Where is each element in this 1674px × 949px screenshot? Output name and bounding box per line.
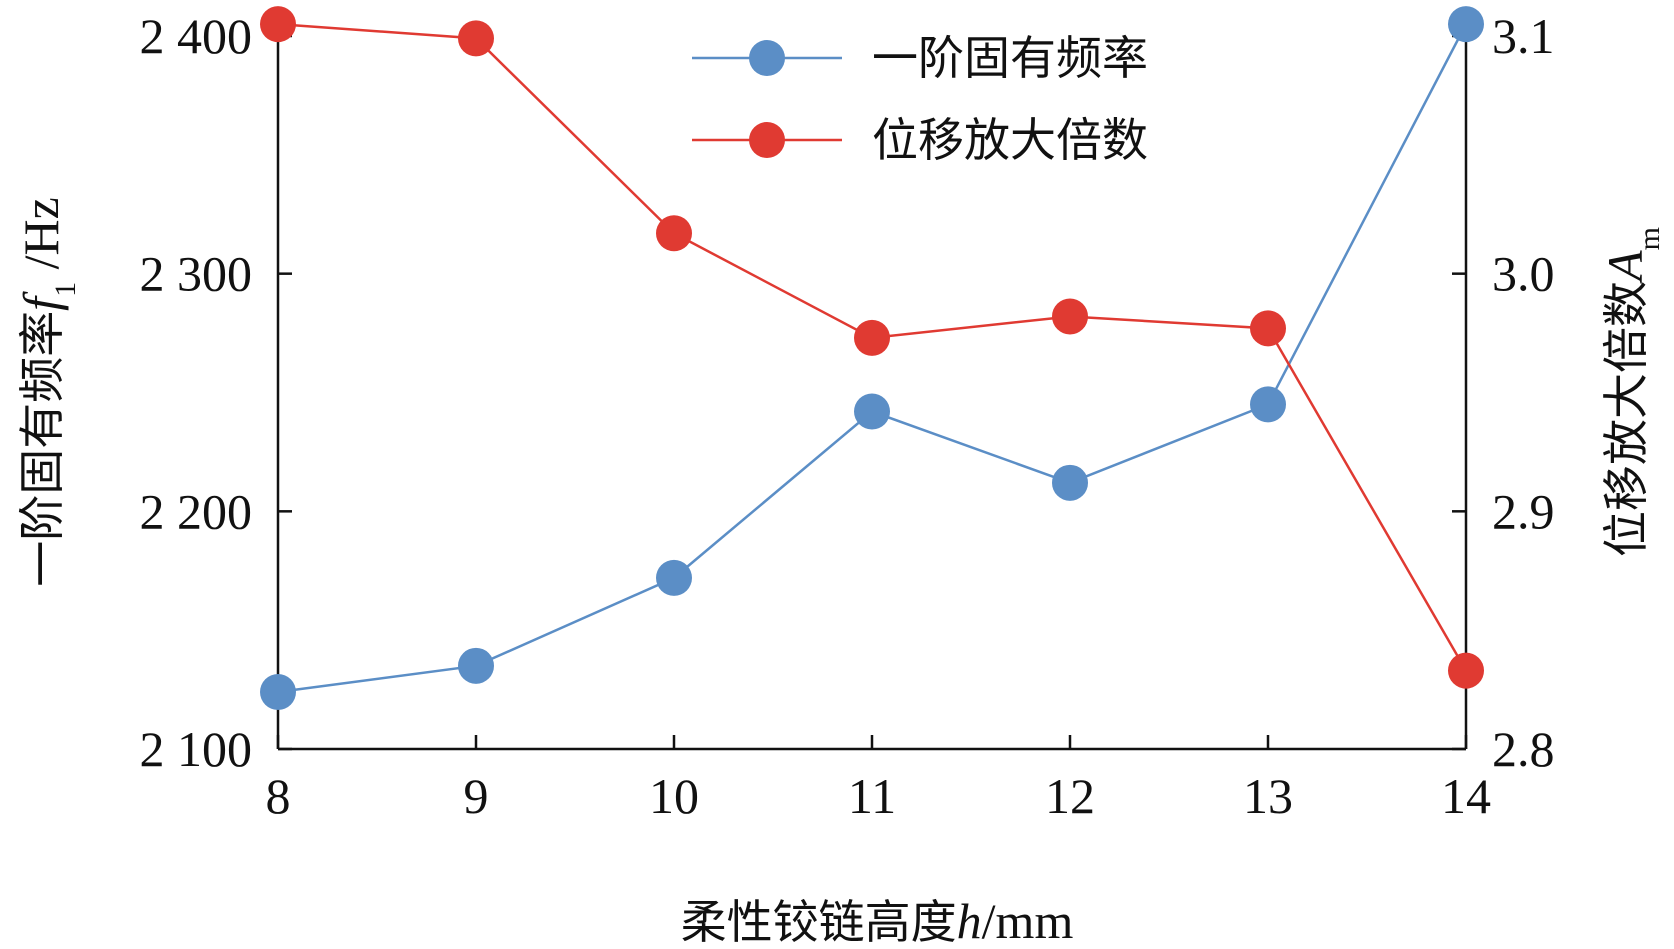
- legend-label: 一阶固有频率: [872, 31, 1148, 85]
- x-tick-label: 13: [1243, 768, 1293, 824]
- y-left-tick-label: 2 200: [140, 483, 253, 539]
- series-2-point: [1052, 298, 1088, 335]
- y-right-axis-title: 位移放大倍数Am: [1597, 227, 1666, 557]
- y-left-tick-label: 2 400: [140, 8, 253, 64]
- legend-label: 位移放大倍数: [872, 113, 1148, 167]
- x-tick-label: 8: [266, 768, 291, 824]
- series-1-point: [656, 559, 692, 596]
- legend-marker: [749, 122, 785, 158]
- series-1-point: [458, 647, 494, 684]
- x-tick-label: 9: [464, 768, 489, 824]
- y-right-tick-label: 2.8: [1492, 721, 1555, 777]
- y-right-tick-label: 3.0: [1492, 246, 1555, 302]
- chart-marks: [260, 6, 1484, 710]
- series-1-point: [1052, 464, 1088, 501]
- series-2-point: [656, 215, 692, 252]
- series-1-point: [1448, 6, 1484, 43]
- series-2-point: [260, 6, 296, 43]
- x-tick-label: 11: [848, 768, 896, 824]
- y-left-axis-title: 一阶固有频率f1 /Hz: [13, 197, 82, 587]
- series-2-point: [854, 319, 890, 356]
- series-2-point: [458, 20, 494, 57]
- x-tick-label: 14: [1441, 768, 1491, 824]
- axes: 8 9 10 11 12 13 14 2 100 2 200 2 300 2 400 2.8 2.9 3.…: [140, 8, 1555, 824]
- y-left-tick-label: 2 300: [140, 246, 253, 302]
- series-1-point: [260, 673, 296, 710]
- y-right-tick-label: 2.9: [1492, 483, 1555, 539]
- x-tick-label: 12: [1045, 768, 1095, 824]
- series-2-point: [1250, 310, 1286, 347]
- series-1-point: [854, 393, 890, 430]
- legend-marker: [749, 40, 785, 76]
- series-1-point: [1250, 386, 1286, 423]
- y-right-tick-label: 3.1: [1492, 8, 1555, 64]
- axis-titles: 柔性铰链高度h/mm 一阶固有频率f1 /Hz 位移放大倍数Am: [13, 197, 1666, 949]
- x-axis-title: 柔性铰链高度h/mm: [681, 893, 1074, 949]
- x-tick-label: 10: [649, 768, 699, 824]
- series-2-point: [1448, 652, 1484, 689]
- y-left-tick-label: 2 100: [140, 721, 253, 777]
